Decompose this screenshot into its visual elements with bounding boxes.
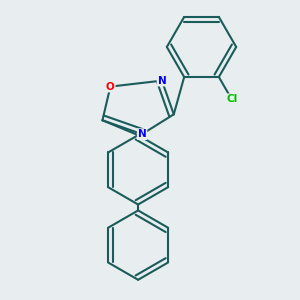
Text: O: O	[106, 82, 115, 92]
Text: Cl: Cl	[226, 94, 237, 104]
Text: N: N	[158, 76, 166, 85]
Text: N: N	[138, 129, 146, 139]
